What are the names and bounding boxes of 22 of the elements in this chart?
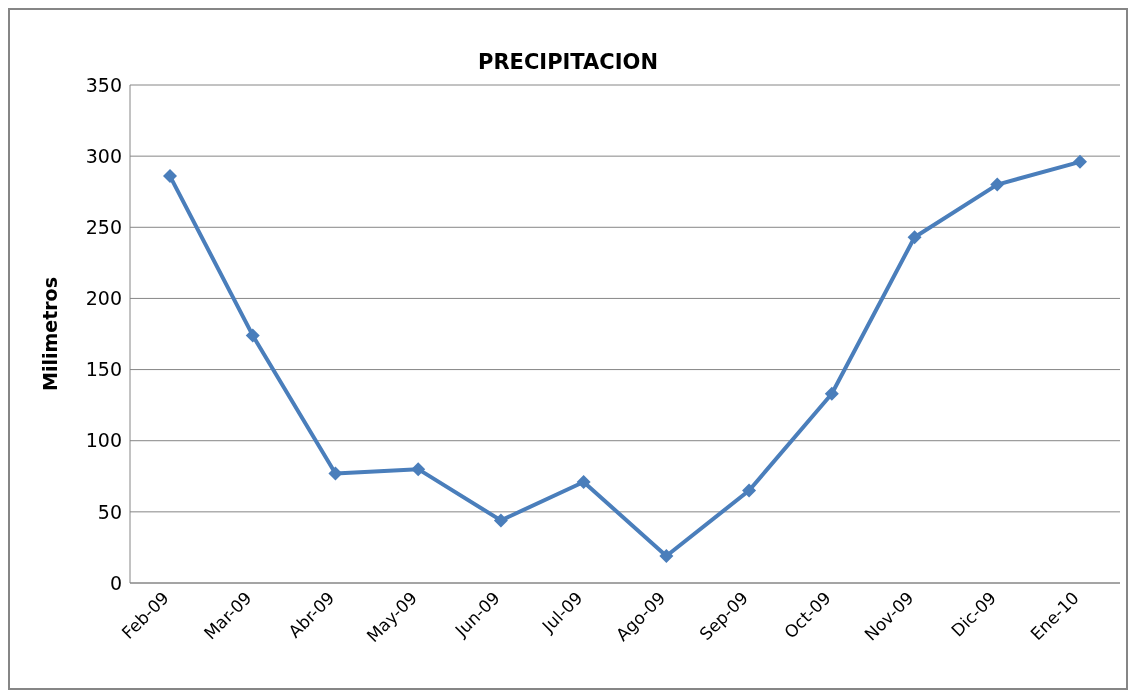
point [907,230,922,245]
y-tick-label: 0 [109,571,122,594]
point [659,548,674,563]
point [1073,154,1087,169]
point [411,462,426,477]
y-tick-label: 250 [85,216,122,239]
y-tick-label: 50 [97,500,122,523]
point [328,466,343,481]
point [824,386,839,401]
y-tick-label: 350 [85,73,122,96]
point [742,483,757,498]
y-tick-label: 300 [85,144,122,167]
y-tick-label: 150 [85,358,122,381]
y-axis-title: Milimetros [38,277,61,391]
point [163,169,177,184]
chart-title: PRECIPITACION [477,50,659,74]
point [990,177,1005,192]
point [493,513,508,528]
y-tick-label: 200 [85,287,122,310]
point [245,328,260,343]
y-tick-label: 100 [85,429,122,452]
point [576,474,591,489]
